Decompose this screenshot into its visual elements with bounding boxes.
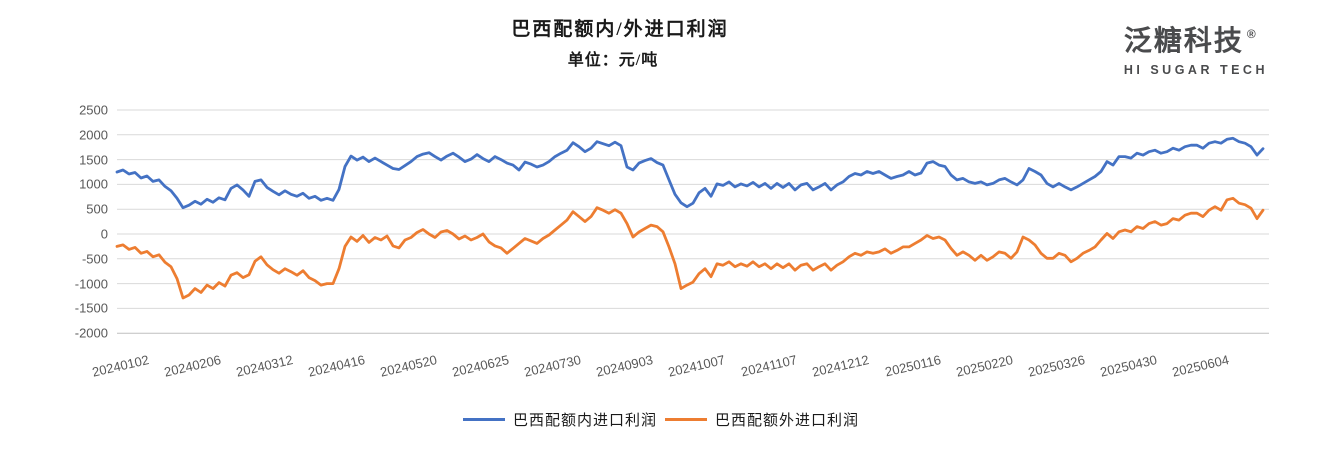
chart-unit-label: 单位：元/吨	[567, 52, 659, 69]
y-axis-label-2000: 2000	[79, 127, 108, 143]
legend-item-out-quota: 巴西配额外进口利润	[665, 409, 859, 430]
logo-en-text: HI SUGAR TECH	[1123, 63, 1268, 77]
chart-title: 巴西配额内/外进口利润	[511, 19, 729, 40]
registered-trademark-icon: ®	[1246, 27, 1258, 41]
y-axis-label--500: -500	[81, 251, 108, 267]
company-logo: 泛糖科技 ® HI SUGAR TECH	[1123, 25, 1268, 78]
logo-cn-text: 泛糖科技 ®	[1123, 25, 1258, 56]
chart-legend: 巴西配额内进口利润 巴西配额外进口利润	[0, 409, 1322, 430]
y-axis-label-500: 500	[86, 201, 108, 217]
y-axis-label--2000: -2000	[74, 325, 108, 341]
legend-item-in-quota: 巴西配额内进口利润	[462, 409, 657, 430]
series-line-in-quota	[115, 136, 1265, 210]
legend-label-in-quota: 巴西配额内进口利润	[512, 413, 657, 429]
legend-label-out-quota: 巴西配额外进口利润	[715, 413, 860, 429]
y-axis-label-0: 0	[100, 226, 108, 242]
series-line-out-quota	[115, 196, 1265, 300]
y-axis-label--1500: -1500	[74, 300, 108, 316]
legend-line-sample-blue	[462, 418, 505, 421]
legend-line-sample-orange	[665, 418, 707, 421]
y-axis-label-1000: 1000	[79, 176, 108, 192]
y-axis-label--1000: -1000	[74, 276, 108, 292]
y-axis-label-2500: 2500	[79, 102, 108, 118]
y-axis-label-1500: 1500	[79, 152, 108, 168]
